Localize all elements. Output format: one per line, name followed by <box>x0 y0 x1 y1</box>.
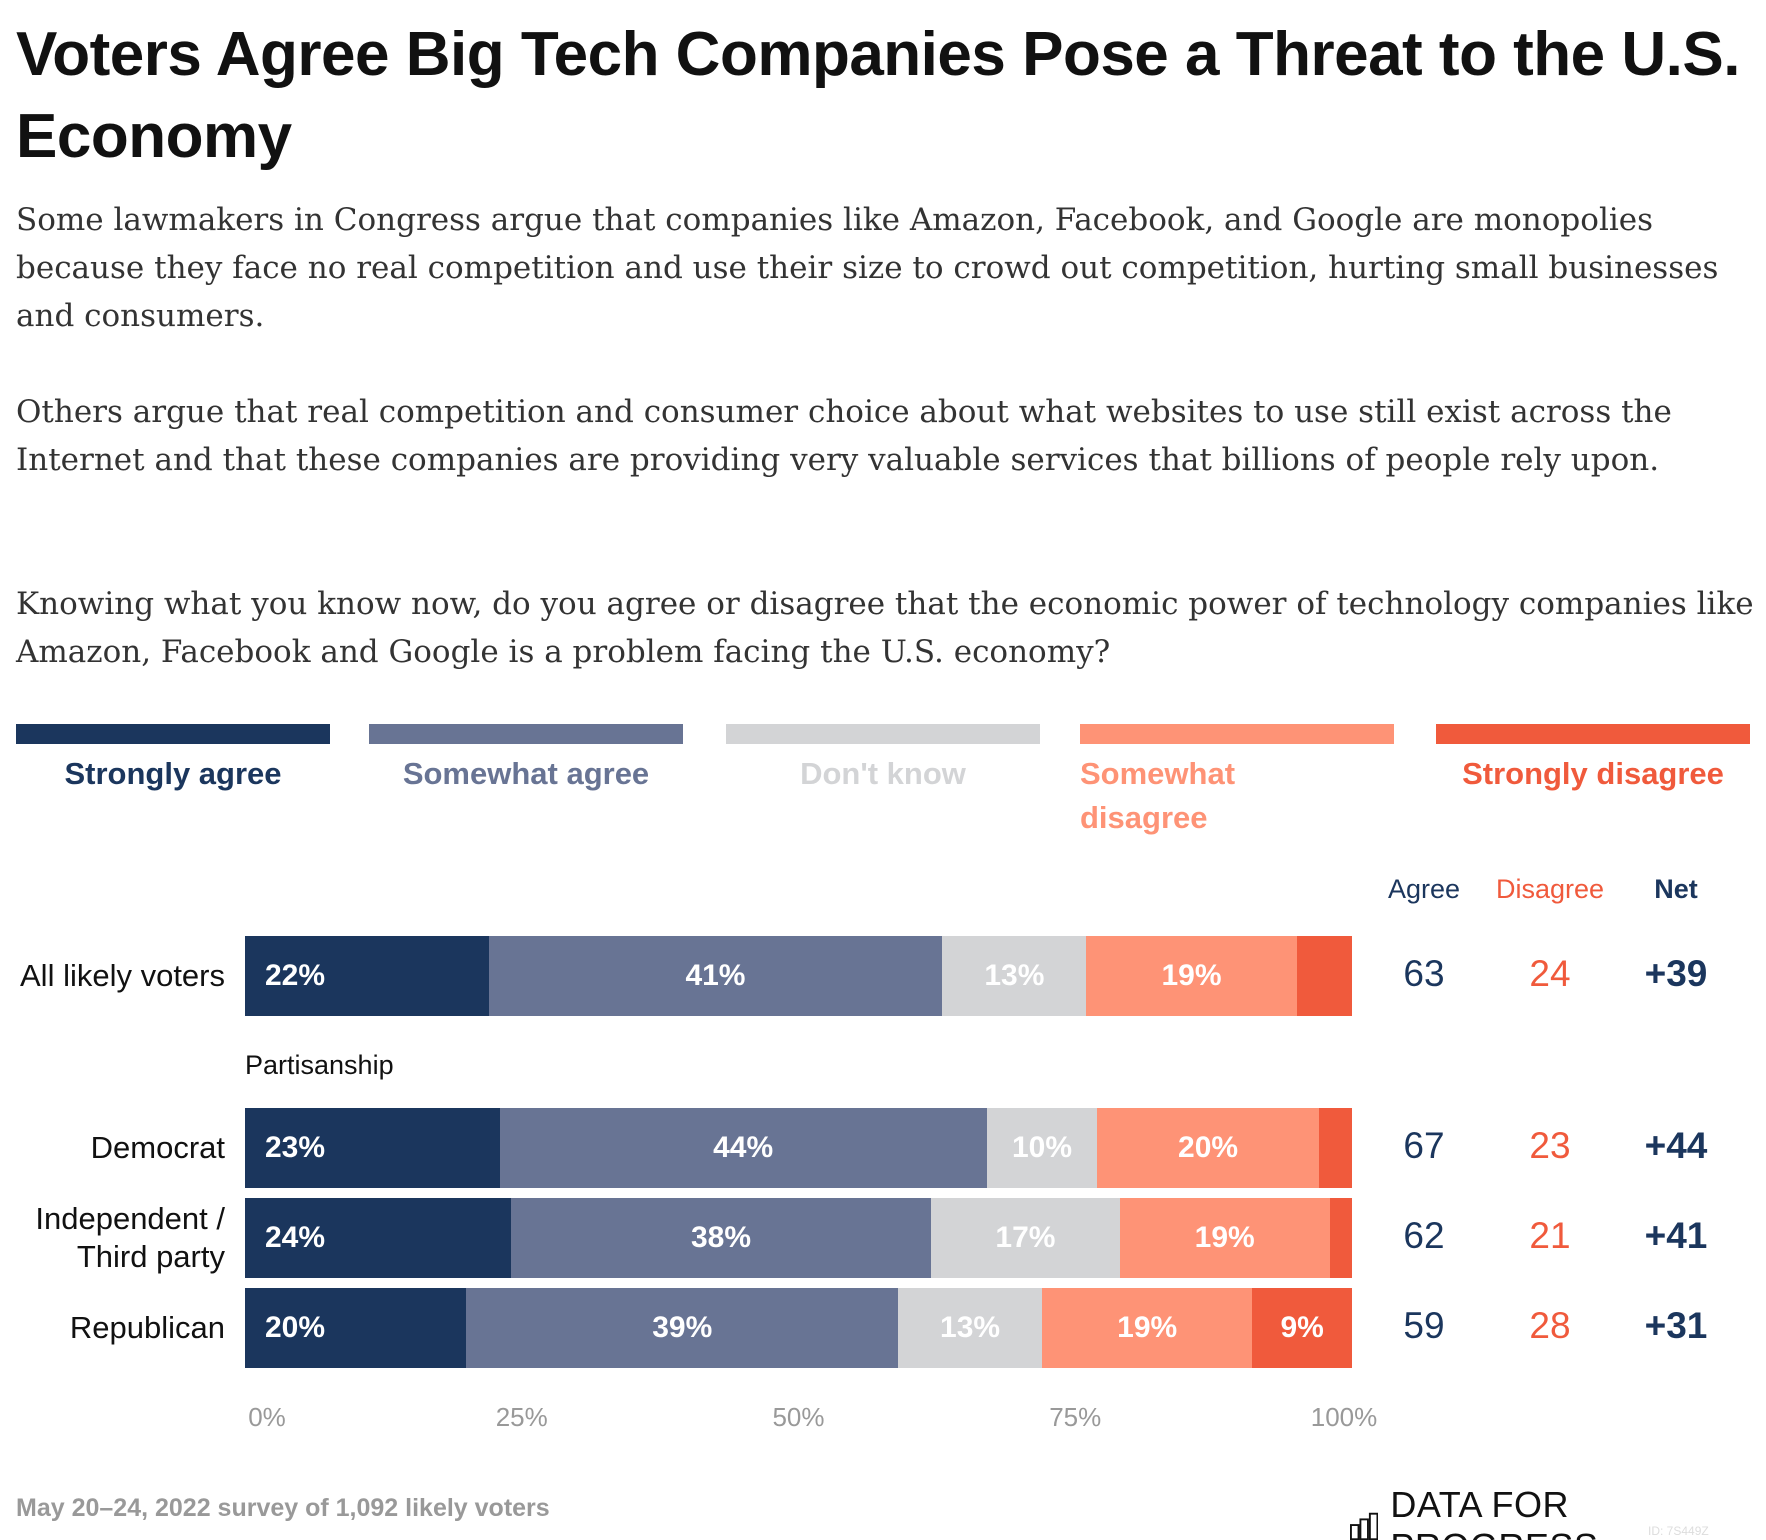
bar-row: 22% 41% 13% 19% <box>245 936 1352 1016</box>
summary-agree: 63 <box>1403 953 1445 994</box>
bar-row: 24% 38% 17% 19% <box>245 1198 1352 1278</box>
summary-header: Net <box>1654 874 1698 904</box>
bar-data-label: 13% <box>984 959 1045 992</box>
bar-data-label: 19% <box>1194 1221 1255 1254</box>
bar-segment <box>466 1288 899 1368</box>
bar-chart-logo-icon <box>1350 1512 1379 1540</box>
bar-segment <box>942 936 1087 1016</box>
legend-label: Strongly agree <box>64 756 282 791</box>
bar-data-label: 17% <box>995 1221 1056 1254</box>
row-label: All likely voters <box>20 958 225 993</box>
row-label: Independent / Third party <box>35 1201 225 1274</box>
x-tick-label: 75% <box>1049 1402 1102 1432</box>
bar-segment <box>1329 1198 1352 1278</box>
summary-disagree: 23 <box>1529 1125 1571 1166</box>
bar-data-label: 39% <box>652 1311 713 1344</box>
legend-swatch <box>1080 724 1394 744</box>
summary-net: +44 <box>1644 1125 1708 1166</box>
bar-segment <box>1296 936 1352 1016</box>
bar-segment <box>245 1288 467 1368</box>
legend-swatch <box>369 724 683 744</box>
bar-data-label: 19% <box>1117 1311 1178 1344</box>
intro-paragraph-2: Others argue that real competition and c… <box>16 394 1672 478</box>
bar-data-label: 23% <box>265 1131 326 1164</box>
question-text: Knowing what you know now, do you agree … <box>16 586 1754 670</box>
bar-row: 20% 39% 13% 19% 9% <box>245 1288 1352 1368</box>
bar-data-label: 13% <box>940 1311 1001 1344</box>
bar-data-label: 20% <box>265 1311 326 1344</box>
bar-segment <box>986 1108 1098 1188</box>
x-tick-label: 0% <box>248 1402 286 1432</box>
bar-data-label: 10% <box>1012 1131 1073 1164</box>
bar-data-label: 22% <box>265 959 326 992</box>
row-label: Democrat <box>90 1130 225 1165</box>
logo: DATA FOR PROGRESS <box>1350 1484 1766 1540</box>
x-tick-label: 100% <box>1310 1402 1378 1432</box>
bar-segment <box>245 1198 511 1278</box>
logo-text: DATA FOR PROGRESS <box>1390 1484 1598 1540</box>
bar-data-label: 38% <box>690 1221 752 1254</box>
x-tick-label: 25% <box>495 1402 548 1432</box>
x-tick-label: 50% <box>772 1402 825 1432</box>
summary-disagree: 21 <box>1529 1215 1571 1256</box>
legend-swatch <box>16 724 330 744</box>
bar-data-label: 41% <box>685 959 746 992</box>
summary-header: Disagree <box>1495 874 1605 904</box>
bar-segment <box>1252 1288 1352 1368</box>
summary-disagree: 24 <box>1529 953 1571 994</box>
bar-data-label: 24% <box>265 1221 326 1254</box>
summary-net: +39 <box>1644 953 1708 994</box>
intro-paragraph-1: Some lawmakers in Congress argue that co… <box>16 202 1719 334</box>
bar-segment <box>1086 936 1297 1016</box>
legend-label: Somewhat agree <box>402 756 650 791</box>
bar-segment <box>488 936 943 1016</box>
legend-label: Strongly disagree <box>1462 756 1724 791</box>
bar-segment <box>898 1288 1043 1368</box>
bar-segment <box>499 1108 987 1188</box>
bar-segment <box>1097 1108 1319 1188</box>
footer-source: May 20–24, 2022 survey of 1,092 likely v… <box>16 1494 550 1522</box>
group-label: Partisanship <box>245 1050 394 1080</box>
summary-net: +41 <box>1644 1215 1708 1256</box>
row-label: Republican <box>69 1310 225 1345</box>
legend-label: Somewhat disagree <box>1080 756 1236 835</box>
bar-row: 23% 44% 10% 20% <box>245 1108 1352 1188</box>
bar-data-label: 19% <box>1161 959 1222 992</box>
summary-disagree: 28 <box>1529 1305 1571 1346</box>
bar-data-label: 20% <box>1178 1131 1239 1164</box>
bar-data-label: 9% <box>1280 1311 1324 1344</box>
bar-segment <box>245 936 489 1016</box>
bar-segment <box>245 1108 500 1188</box>
bar-segment <box>1318 1108 1352 1188</box>
bar-segment <box>1119 1198 1330 1278</box>
legend-swatch <box>1436 724 1750 744</box>
chart-id: ID: 7S449Z <box>1648 1524 1709 1538</box>
bar-data-label: 44% <box>713 1131 774 1164</box>
summary-agree: 67 <box>1403 1125 1445 1166</box>
bar-segment <box>510 1198 932 1278</box>
page-title: Voters Agree Big Tech Companies Pose a T… <box>16 20 1740 171</box>
legend-label: Don't know <box>800 756 966 791</box>
summary-agree: 62 <box>1403 1215 1445 1256</box>
summary-net: +31 <box>1644 1305 1708 1346</box>
bar-segment <box>931 1198 1120 1278</box>
legend-swatch <box>726 724 1040 744</box>
summary-header: Agree <box>1387 874 1461 904</box>
bar-segment <box>1042 1288 1253 1368</box>
summary-agree: 59 <box>1403 1305 1445 1346</box>
